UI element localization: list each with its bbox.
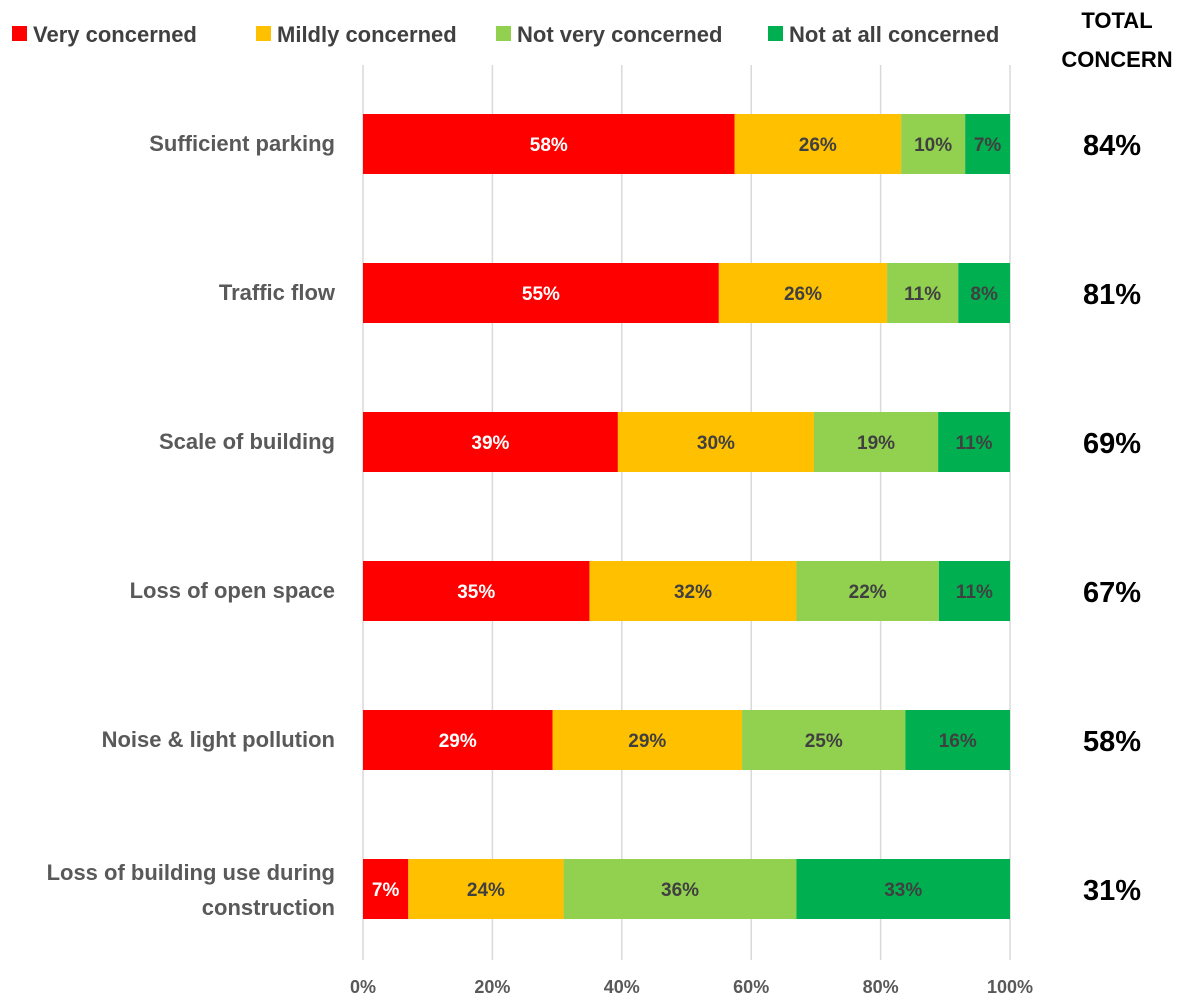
data-label: 7% <box>372 880 400 901</box>
legend-label: Not very concerned <box>517 22 722 47</box>
x-axis-ticks: 0% 20% 40% 60% 80% 100% <box>350 977 1033 997</box>
bar-segment <box>718 263 888 323</box>
legend-swatch <box>496 26 511 41</box>
category-label: Scale of building <box>159 429 335 454</box>
data-label: 33% <box>884 880 922 901</box>
category-label: Traffic flow <box>219 280 336 305</box>
legend-swatch <box>768 26 783 41</box>
data-label: 58% <box>530 135 568 156</box>
total-concern-value: 58% <box>1083 726 1141 758</box>
bar-segment <box>796 561 939 621</box>
x-tick-label: 60% <box>733 977 769 997</box>
legend-swatch <box>256 26 271 41</box>
data-label: 22% <box>849 582 887 603</box>
total-concern-title-line-1: TOTAL <box>1081 8 1152 33</box>
bar-segment <box>901 114 966 174</box>
data-label: 55% <box>522 284 560 305</box>
bar-segment <box>363 412 618 472</box>
bar-segment <box>589 561 797 621</box>
bar-segment <box>938 412 1010 472</box>
total-concern-value: 81% <box>1083 279 1141 311</box>
legend-label: Mildly concerned <box>277 22 457 47</box>
data-label: 19% <box>857 433 895 454</box>
total-concern-value: 84% <box>1083 130 1141 162</box>
data-label: 26% <box>784 284 822 305</box>
bar-segment <box>742 710 906 770</box>
category-label: Loss of open space <box>130 578 335 603</box>
x-tick-label: 80% <box>863 977 899 997</box>
data-label: 7% <box>974 135 1002 156</box>
bar-segment <box>813 412 939 472</box>
bar-segment <box>887 263 959 323</box>
category-labels: Sufficient parking Traffic flow Scale of b… <box>47 131 336 920</box>
bar-segment <box>965 114 1010 174</box>
bar-segment <box>363 859 409 919</box>
data-label: 11% <box>904 284 941 305</box>
bars: 58% 26% 10% 7% 55% 26% 11% 8% 39% 30% 19% 11% 35% 32%… <box>363 114 1010 919</box>
total-concern-values: 84% 81% 69% 67% 58% 31% <box>1083 130 1141 907</box>
bar-segment <box>734 114 902 174</box>
category-label: Noise & light pollution <box>102 727 335 752</box>
x-tick-label: 40% <box>604 977 640 997</box>
data-label: 25% <box>805 731 843 752</box>
total-concern-title-line-2: CONCERN <box>1061 47 1172 72</box>
total-concern-header: TOTAL CONCERN <box>1061 8 1172 72</box>
legend-label: Not at all concerned <box>789 22 999 47</box>
legend-label: Very concerned <box>33 22 197 47</box>
total-concern-value: 31% <box>1083 875 1141 907</box>
data-label: 24% <box>467 880 505 901</box>
bar-segment <box>408 859 564 919</box>
bar-segment <box>796 859 1010 919</box>
data-label: 39% <box>471 433 509 454</box>
x-tick-label: 100% <box>987 977 1033 997</box>
bar-segment <box>363 114 735 174</box>
bar-segment <box>363 561 590 621</box>
data-label: 16% <box>939 731 977 752</box>
total-concern-value: 69% <box>1083 428 1141 460</box>
data-label: 10% <box>914 135 952 156</box>
legend: Very concerned Mildly concerned Not very c… <box>12 22 999 47</box>
data-label: 11% <box>956 582 993 603</box>
data-label: 36% <box>661 880 699 901</box>
data-label: 29% <box>628 731 666 752</box>
category-label: Loss of building use during construction <box>47 860 335 920</box>
bar-segment <box>617 412 814 472</box>
data-label: 8% <box>970 284 998 305</box>
data-label: 35% <box>457 582 495 603</box>
bar-segment <box>363 710 553 770</box>
gridlines <box>362 65 1011 960</box>
bar-segment <box>938 561 1010 621</box>
bar-segment <box>905 710 1010 770</box>
data-label: 26% <box>799 135 837 156</box>
x-tick-label: 0% <box>350 977 376 997</box>
bar-segment <box>363 263 719 323</box>
data-label: 29% <box>439 731 477 752</box>
bar-segment <box>958 263 1010 323</box>
legend-swatch <box>12 26 27 41</box>
data-label: 11% <box>956 433 993 454</box>
total-concern-value: 67% <box>1083 577 1141 609</box>
x-tick-label: 20% <box>474 977 510 997</box>
bar-segment <box>552 710 743 770</box>
category-label: Sufficient parking <box>149 131 335 156</box>
data-label: 30% <box>697 433 735 454</box>
data-label: 32% <box>674 582 712 603</box>
bar-segment <box>563 859 797 919</box>
